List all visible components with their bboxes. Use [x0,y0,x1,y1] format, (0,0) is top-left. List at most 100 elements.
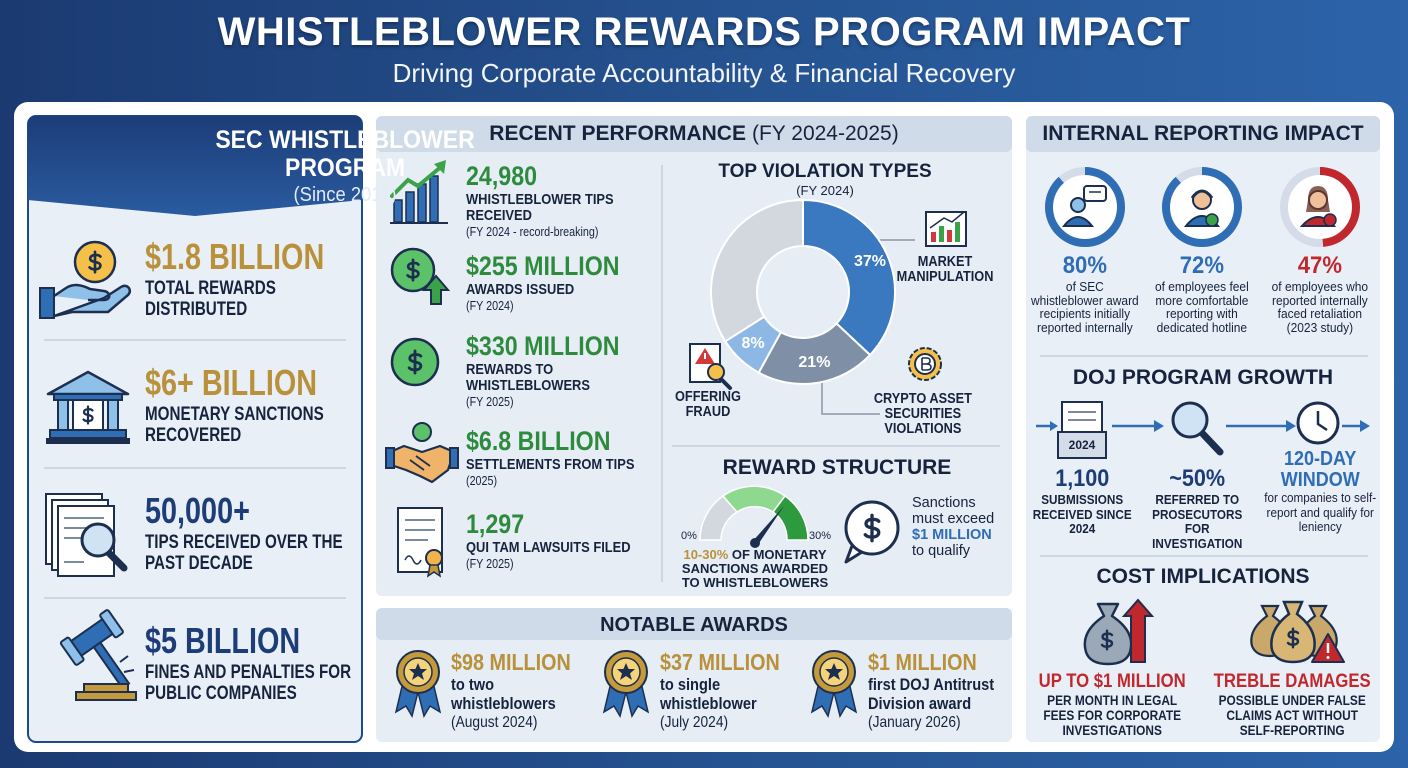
icon-part [434,160,446,174]
icon-part [1316,411,1328,432]
performance-value: 1,297 [466,509,525,539]
icon-part [955,222,960,242]
icon-part [1070,197,1086,213]
performance-label: WHISTLEBLOWER TIPS RECEIVED [466,191,614,224]
handshake-icon [385,422,459,484]
category-label: CRYPTO ASSET SECURITIES VIOLATIONS [858,392,988,437]
icon-part [821,378,880,415]
icon-part [707,363,725,381]
icon-part [407,349,423,375]
doj-stat: ~50% REFERRED TO PROSECUTORS FOR INVESTIG… [1141,465,1253,551]
performance-stat: 1,297 QUI TAM LAWSUITS FILED (FY 2025) [466,508,661,572]
hand-coin-icon [39,240,132,319]
icon-part [59,636,85,666]
donut-segment [710,198,804,343]
performance-stat: $330 MILLION REWARDS TO WHISTLEBLOWERS (FY… [466,330,661,410]
icon-part [59,609,131,690]
icon-part [46,438,130,444]
performance-period: (FY 2024-2025) [751,122,899,145]
performance-header: RECENT PERFORMANCE (FY 2024-2025) [376,122,1012,146]
cost-item: TREBLE DAMAGES POSSIBLE UNDER FALSE CLAIM… [1210,671,1374,738]
icon-part [921,357,932,371]
icon-part [1171,401,1209,439]
award: $98 MILLION to two whistleblowers (August … [451,649,591,732]
growth-chart-icon [390,160,448,224]
market-chart-icon [925,211,967,247]
internal-description: of SEC whistleblower award recipients in… [1031,279,1139,335]
crypto-icon [908,347,942,381]
sec-stat-label: TOTAL REWARDS DISTRIBUTED [145,278,276,320]
internal-description: of employees feel more comfortable repor… [1155,279,1249,335]
donut-chart [710,198,896,385]
leader-lines [821,239,915,415]
icon-part [718,376,732,390]
icon-part [1326,656,1330,659]
icon-part [947,230,952,242]
category-label: OFFERING FRAUD [660,390,755,420]
internal-value: 72% [1179,252,1225,279]
sec-stat-label: TIPS RECEIVED OVER THE PAST DECADE [145,532,343,574]
icon-part [409,663,427,680]
icon-part [1280,167,1360,247]
cost-icons [1083,598,1345,666]
threshold-value: $1 MILLION [912,527,992,543]
icon-part [123,669,135,673]
doj-icon-label: 2024 [1068,438,1096,452]
donut-value-label: 37% [853,253,886,270]
icon-part [72,399,104,431]
threshold-post: to qualify [912,543,971,559]
icon-part [99,609,124,639]
internal-title: INTERNAL REPORTING IMPACT [1042,122,1364,145]
icon-part [1286,627,1300,649]
reward-caption: 10-30% OF MONETARY SANCTIONS AWARDED TO … [675,548,835,590]
reward-title: REWARD STRUCTURE [722,456,952,479]
internal-value: 47% [1297,252,1343,279]
icon-part [421,274,451,305]
icon-part [602,650,650,718]
icon-part [449,447,459,469]
icon-part [376,116,1012,152]
performance-note: (FY 2024 - record-breaking) [466,225,599,239]
gavel-icon [59,609,137,701]
performance-note: (FY 2025) [466,557,514,571]
sec-stat: $5 BILLION FINES AND PENALTIES FOR PUBLIC… [145,620,365,704]
doj-icons [1036,401,1370,459]
gauge-min-label: 0% [681,530,697,542]
doj-description: REFERRED TO PROSECUTORS FOR INVESTIGATIO… [1151,492,1243,551]
sec-stat-label: FINES AND PENALTIES FOR PUBLIC COMPANIES [145,662,352,704]
doj-stat: 120-DAY WINDOW for companies to self-repo… [1264,449,1376,535]
icon-part [52,283,132,318]
cost-value: UP TO $1 MILLION [1038,671,1186,692]
icon-part [750,538,760,548]
performance-stat: $255 MILLION AWARDS ISSUED (FY 2024) [466,250,661,314]
icon-part [376,608,1012,640]
cost-description: PER MONTH IN LEGAL FEES FOR CORPORATE IN… [1043,693,1181,738]
award-date: (January 2026) [868,714,961,731]
sec-stat-label: MONETARY SANCTIONS RECOVERED [145,404,324,446]
icon-part [107,399,119,431]
icon-part [394,650,442,718]
icon-part [1083,185,1107,202]
icon-part [1154,420,1164,432]
icon-part [1045,167,1125,247]
performance-note: (2025) [466,474,498,488]
doj-description: for companies to self-report and qualify… [1264,490,1376,534]
icon-part [1050,421,1058,431]
sec-stat: 50,000+ TIPS RECEIVED OVER THE PAST DECAD… [145,490,365,574]
award-description: first DOJ Antitrust Division award [868,675,995,713]
icon-part [385,447,395,469]
award-date: (August 2024) [451,714,538,731]
icon-part [1026,116,1380,152]
donut-value-label: 21% [798,354,831,372]
sec-stat: $6+ BILLION MONETARY SANCTIONS RECOVERED [145,362,365,446]
threshold-note: Sanctions must exceed $1 MILLION to qualif… [912,495,1006,559]
reward-gauge [699,485,809,548]
icon-part [390,164,444,198]
sec-stat-value: $5 BILLION [145,620,301,661]
icon-part [1100,629,1114,651]
icon-part [49,429,127,439]
doj-stat: 1,100 SUBMISSIONS RECEIVED SINCE 2024 [1026,465,1138,537]
awards-title: NOTABLE AWARDS [600,614,788,636]
